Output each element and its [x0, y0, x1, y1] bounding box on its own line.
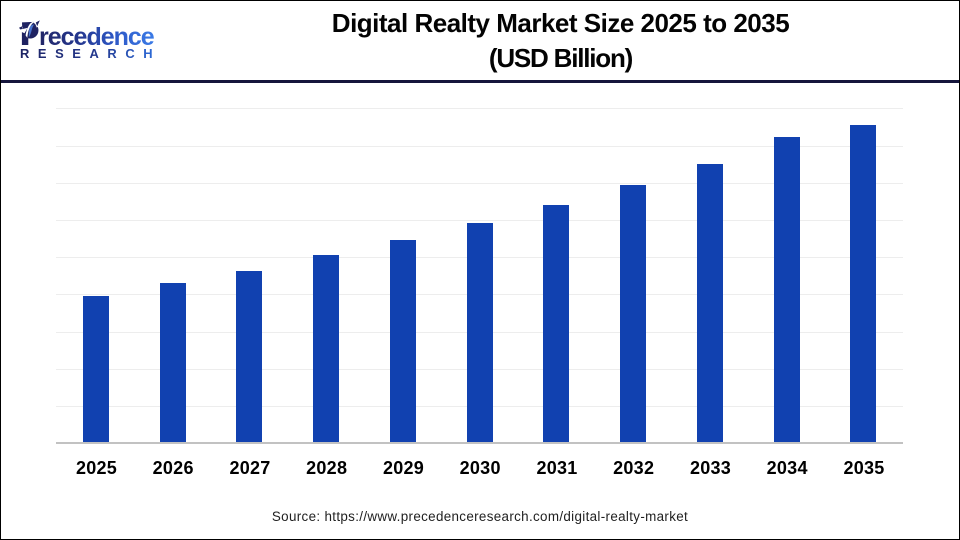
svg-text:RESEARCH: RESEARCH	[20, 46, 161, 61]
svg-text:recedence: recedence	[39, 23, 155, 51]
